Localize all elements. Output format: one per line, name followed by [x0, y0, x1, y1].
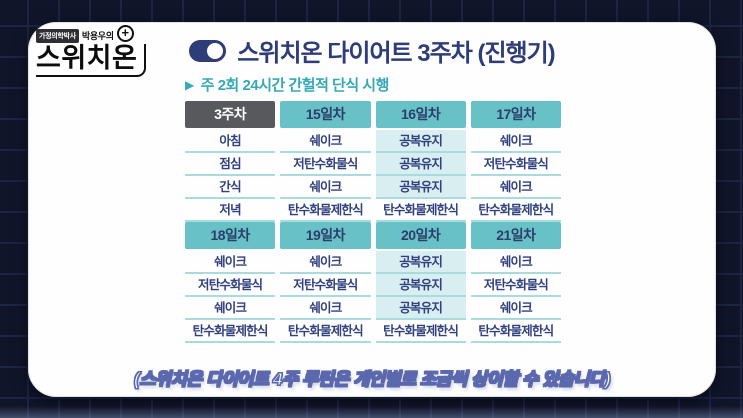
- diet-table-days-18-21: 18일차 19일차 20일차 21일차 쉐이크 쉐이크 공복유지 쉐이크 저탄수화물식 저탄수화물…: [185, 222, 561, 343]
- infographic-card: 가정의학박사 박용우의 + 스위치온 스위치온 다이어트 3주차 (진행기) ▶…: [28, 22, 716, 397]
- table-cell: 점심: [185, 153, 276, 176]
- subtitle-text: 주 2회 24시간 간헐적 단식 시행: [200, 77, 390, 94]
- table-cell: 저탄수화물식: [185, 274, 276, 297]
- page-title: 스위치온 다이어트 3주차 (진행기): [237, 40, 555, 67]
- table-cell: 공복유지: [375, 153, 466, 176]
- table-cell: 탄수화물제한식: [280, 320, 371, 343]
- diet-schedule-tables: 3주차 15일차 16일차 17일차 아침 쉐이크 공복유지 쉐이크 점심 저탄수화물식 공복유지 저…: [185, 101, 561, 343]
- table-cell: 쉐이크: [470, 297, 561, 320]
- table-cell: 탄수화물제한식: [375, 199, 466, 222]
- page-title-row: 스위치온 다이어트 3주차 (진행기): [28, 33, 716, 68]
- table-cell: 저탄수화물식: [280, 274, 371, 297]
- table-cell: 공복유지: [375, 251, 466, 274]
- table-cell: 탄수화물제한식: [470, 320, 561, 343]
- table-cell: 탄수화물제한식: [280, 199, 371, 222]
- subtitle-row: ▶ 주 2회 24시간 간헐적 단식 시행: [185, 74, 389, 95]
- logo-brand: 스위치온: [36, 44, 147, 78]
- table-cell: 쉐이크: [280, 251, 371, 274]
- day-header-cell: 20일차: [375, 222, 466, 249]
- day-header-cell: 17일차: [470, 101, 561, 128]
- table-cell: 쉐이크: [185, 251, 276, 274]
- diet-table-days-15-17: 3주차 15일차 16일차 17일차 아침 쉐이크 공복유지 쉐이크 점심 저탄수화물식 공복유지 저…: [185, 101, 561, 222]
- logo-badge: 가정의학박사: [36, 28, 79, 43]
- play-arrow-icon: ▶: [185, 77, 194, 92]
- table-cell: 쉐이크: [280, 297, 371, 320]
- day-header-cell: 19일차: [280, 222, 371, 249]
- footnote: (스위치온 다이어트 4주 루틴은 개인별로 조금씩 상이할 수 있습니다): [133, 368, 611, 389]
- table-cell: 탄수화물제한식: [470, 199, 561, 222]
- switch-on-logo: 가정의학박사 박용우의 + 스위치온: [36, 25, 156, 78]
- table-cell: 쉐이크: [470, 130, 561, 153]
- table-cell: 공복유지: [375, 274, 466, 297]
- day-header-cell: 18일차: [185, 222, 276, 249]
- day-header-cell: 21일차: [470, 222, 561, 249]
- table-cell: 쉐이크: [185, 297, 276, 320]
- table-cell: 쉐이크: [470, 251, 561, 274]
- logo-author: 박용우의: [81, 31, 114, 41]
- table-cell: 저탄수화물식: [280, 153, 371, 176]
- table-cell: 저탄수화물식: [470, 274, 561, 297]
- week-header-cell: 3주차: [185, 101, 276, 128]
- logo-top-row: 가정의학박사 박용우의 +: [36, 25, 156, 44]
- plus-bulb-icon: +: [116, 25, 134, 42]
- table-cell: 간식: [185, 176, 276, 199]
- table-cell: 공복유지: [375, 176, 466, 199]
- day-header-cell: 16일차: [375, 101, 466, 128]
- table-cell: 공복유지: [375, 130, 466, 153]
- day-header-cell: 15일차: [280, 101, 371, 128]
- table-cell: 쉐이크: [280, 176, 371, 199]
- bottom-glow: [0, 406, 743, 418]
- table-cell: 쉐이크: [470, 176, 561, 199]
- toggle-knob: [207, 42, 224, 59]
- table-cell: 공복유지: [375, 297, 466, 320]
- table-cell: 저녁: [185, 199, 276, 222]
- table-cell: 탄수화물제한식: [375, 320, 466, 343]
- table-cell: 아침: [185, 130, 276, 153]
- table-cell: 탄수화물제한식: [185, 320, 276, 343]
- table-cell: 저탄수화물식: [470, 153, 561, 176]
- toggle-on-icon: [189, 39, 227, 62]
- table-cell: 쉐이크: [280, 130, 371, 153]
